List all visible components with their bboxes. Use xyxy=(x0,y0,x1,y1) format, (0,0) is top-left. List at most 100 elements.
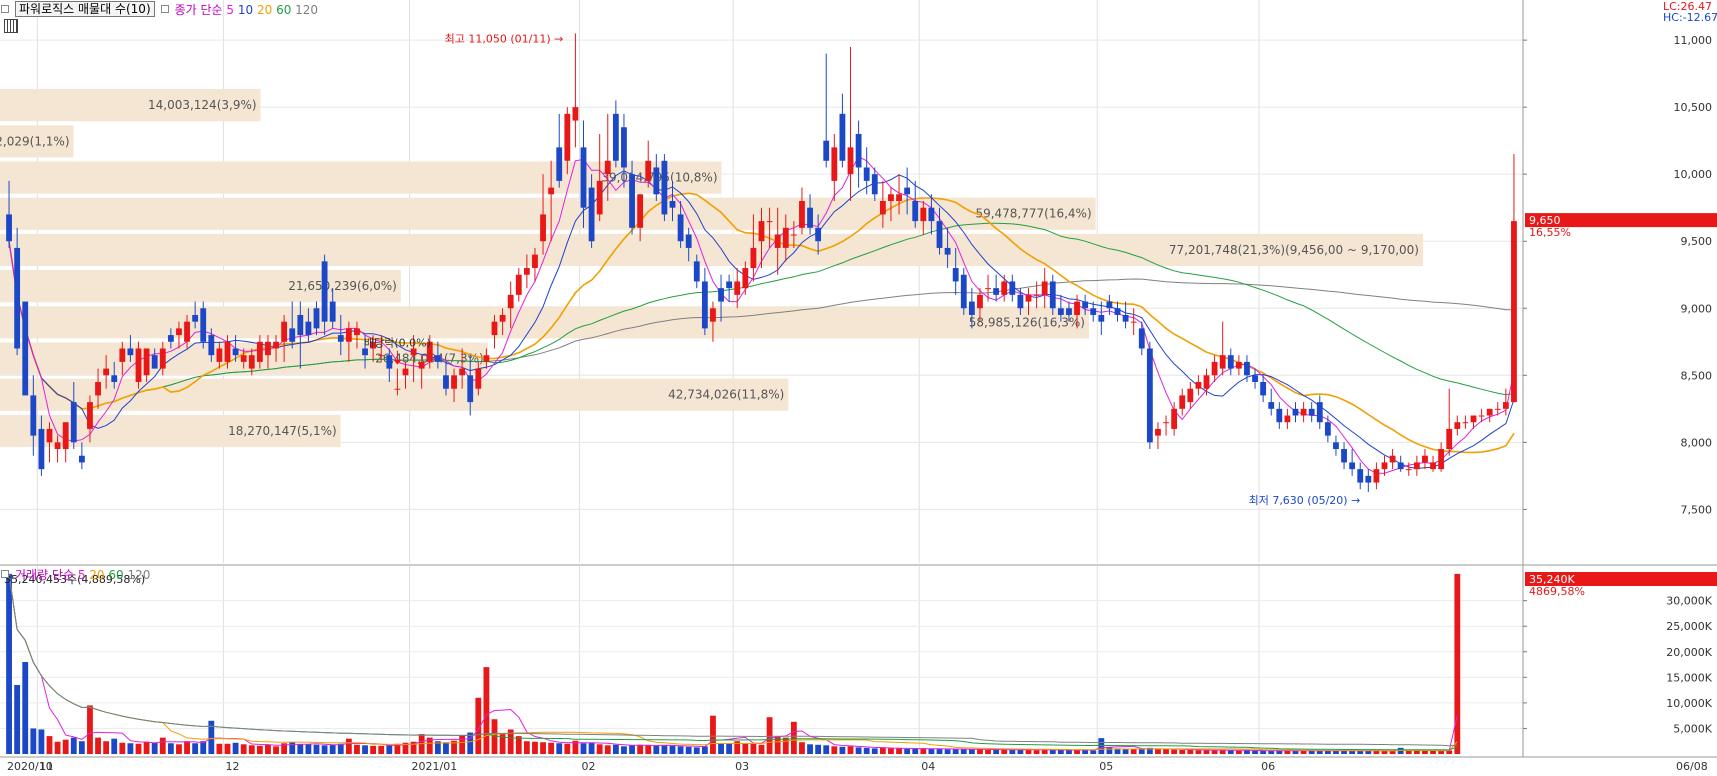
volume-bar[interactable] xyxy=(362,745,368,754)
candle-body[interactable] xyxy=(952,268,959,282)
candle-body[interactable] xyxy=(167,335,174,342)
candle-body[interactable] xyxy=(111,375,118,382)
candle-body[interactable] xyxy=(879,201,886,215)
candle-body[interactable] xyxy=(402,368,409,376)
candle-body[interactable] xyxy=(912,201,919,222)
candle-body[interactable] xyxy=(386,355,393,369)
candle-body[interactable] xyxy=(718,288,724,302)
candle-body[interactable] xyxy=(985,288,991,290)
candle-body[interactable] xyxy=(1308,408,1315,416)
volume-bar[interactable] xyxy=(790,721,797,754)
candle-body[interactable] xyxy=(289,328,296,342)
candle-body[interactable] xyxy=(87,402,93,429)
candle-body[interactable] xyxy=(95,382,101,396)
candle-body[interactable] xyxy=(726,281,733,289)
candle-body[interactable] xyxy=(685,234,692,248)
candle-body[interactable] xyxy=(572,107,579,121)
volume-bar[interactable] xyxy=(1300,750,1307,754)
candle-body[interactable] xyxy=(30,395,37,436)
volume-bar[interactable] xyxy=(1373,750,1380,754)
candle-body[interactable] xyxy=(1260,382,1267,396)
volume-bar[interactable] xyxy=(807,744,813,754)
volume-bar[interactable] xyxy=(588,742,595,754)
candle-body[interactable] xyxy=(1235,361,1242,369)
candle-body[interactable] xyxy=(1502,402,1509,409)
volume-bar[interactable] xyxy=(710,715,716,754)
volume-bar[interactable] xyxy=(896,748,902,754)
volume-bar[interactable] xyxy=(1146,747,1153,754)
candle-body[interactable] xyxy=(475,368,482,389)
candle-body[interactable] xyxy=(159,348,166,369)
volume-bar[interactable] xyxy=(1074,749,1080,754)
volume-bar[interactable] xyxy=(1114,748,1121,754)
volume-bar[interactable] xyxy=(1138,749,1145,754)
candle-body[interactable] xyxy=(1025,294,1032,302)
candle-body[interactable] xyxy=(1268,402,1275,409)
candle-body[interactable] xyxy=(815,227,822,242)
candle-body[interactable] xyxy=(847,147,854,175)
volume-bar[interactable] xyxy=(1284,750,1291,754)
volume-bar[interactable] xyxy=(572,740,579,754)
volume-bar[interactable] xyxy=(847,746,854,754)
volume-bar[interactable] xyxy=(103,741,110,754)
candle-body[interactable] xyxy=(839,113,846,161)
candle-body[interactable] xyxy=(1057,308,1064,315)
volume-bar[interactable] xyxy=(1211,750,1218,754)
volume-bar[interactable] xyxy=(701,746,708,754)
volume-bar[interactable] xyxy=(1066,750,1072,754)
candle-body[interactable] xyxy=(515,274,522,295)
volume-bar[interactable] xyxy=(78,741,85,754)
volume-bar[interactable] xyxy=(370,745,377,754)
candle-body[interactable] xyxy=(62,422,69,450)
chart-title[interactable]: 파워로직스 매물대 수(10) xyxy=(15,1,155,17)
volume-bar[interactable] xyxy=(38,729,45,754)
volume-bar[interactable] xyxy=(685,746,692,754)
candle-body[interactable] xyxy=(362,348,368,356)
volume-bar[interactable] xyxy=(645,745,652,754)
candle-body[interactable] xyxy=(248,355,255,369)
candle-body[interactable] xyxy=(596,180,603,215)
volume-bar[interactable] xyxy=(863,747,870,754)
candle-body[interactable] xyxy=(240,355,247,362)
candle-body[interactable] xyxy=(758,221,765,242)
volume-bar[interactable] xyxy=(774,736,781,754)
candle-body[interactable] xyxy=(604,160,611,175)
volume-bar[interactable] xyxy=(46,736,53,754)
candle-body[interactable] xyxy=(1122,314,1129,322)
volume-bar[interactable] xyxy=(1422,750,1428,754)
candle-body[interactable] xyxy=(799,201,805,228)
candle-body[interactable] xyxy=(443,375,449,389)
candle-body[interactable] xyxy=(418,361,425,369)
candle-body[interactable] xyxy=(426,341,433,362)
volume-bar[interactable] xyxy=(968,749,975,754)
candle-body[interactable] xyxy=(1171,408,1178,429)
candle-body[interactable] xyxy=(742,268,749,289)
volume-bar[interactable] xyxy=(855,747,862,754)
candle-body[interactable] xyxy=(1114,308,1121,315)
volume-bar[interactable] xyxy=(1341,750,1347,754)
candle-body[interactable] xyxy=(669,201,676,208)
volume-bar[interactable] xyxy=(240,744,247,754)
candle-body[interactable] xyxy=(540,214,546,242)
volume-bar[interactable] xyxy=(95,737,101,754)
volume-bar[interactable] xyxy=(14,685,21,754)
candle-body[interactable] xyxy=(960,274,967,309)
candle-body[interactable] xyxy=(1430,462,1436,470)
candle-body[interactable] xyxy=(968,301,975,315)
volume-bar[interactable] xyxy=(944,749,951,754)
volume-bar[interactable] xyxy=(1057,749,1064,754)
candle-body[interactable] xyxy=(750,247,757,269)
candle-body[interactable] xyxy=(612,113,619,161)
volume-bar[interactable] xyxy=(1017,749,1024,754)
candle-body[interactable] xyxy=(491,321,498,336)
volume-bar[interactable] xyxy=(1438,750,1445,754)
volume-bar[interactable] xyxy=(475,697,482,754)
candle-body[interactable] xyxy=(888,194,894,201)
volume-bar[interactable] xyxy=(1413,750,1420,754)
volume-bar[interactable] xyxy=(1357,750,1364,754)
volume-bar[interactable] xyxy=(556,743,563,754)
candle-body[interactable] xyxy=(1252,375,1258,382)
candle-body[interactable] xyxy=(710,308,716,322)
volume-bar[interactable] xyxy=(669,745,676,754)
candle-body[interactable] xyxy=(184,321,190,342)
